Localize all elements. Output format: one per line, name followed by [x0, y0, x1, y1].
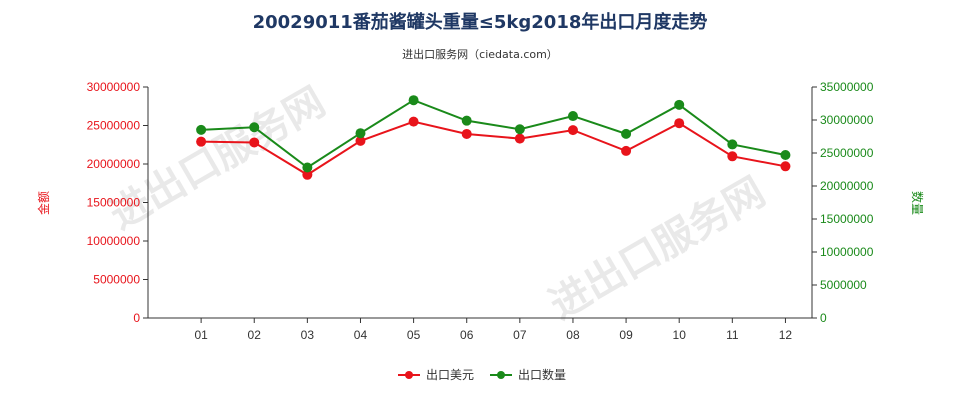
series-2-point	[249, 122, 260, 133]
series-2-point	[727, 139, 738, 150]
series-2-point	[355, 128, 366, 139]
right-tick-label: 20000000	[820, 179, 874, 193]
series-1-point	[408, 116, 419, 127]
left-tick-label: 25000000	[87, 119, 141, 133]
legend-swatch-marker	[405, 371, 413, 379]
series-1-point	[567, 125, 578, 136]
x-tick-label: 03	[301, 328, 315, 342]
series-2-point	[780, 149, 791, 160]
right-tick-label: 5000000	[820, 278, 867, 292]
series-layer	[196, 95, 791, 180]
legend-swatch-marker	[497, 371, 505, 379]
right-tick-label: 10000000	[820, 245, 874, 259]
series-2-point	[196, 124, 207, 135]
x-tick-label: 11	[726, 328, 739, 342]
legend-label: 出口数量	[518, 367, 566, 382]
legend: 出口美元 出口数量	[398, 367, 566, 382]
axes-layer: 0 5000000 10000000 15000000 20000000 25000000…	[36, 80, 925, 342]
watermark-text: 进出口服务网	[542, 169, 773, 329]
series-1-point	[514, 133, 525, 144]
series-2-point	[621, 128, 632, 139]
x-tick-label: 12	[779, 328, 793, 342]
left-tick-label: 10000000	[87, 234, 141, 248]
right-axis-title: 数量	[910, 191, 925, 215]
series-1-point	[302, 169, 313, 180]
left-tick-label: 0	[133, 311, 140, 325]
series-line-2	[201, 99, 786, 169]
right-tick-label: 0	[820, 311, 827, 325]
left-tick-label: 15000000	[87, 196, 141, 210]
x-tick-label: 07	[513, 328, 527, 342]
series-2-point	[461, 115, 472, 126]
series-line-1	[201, 120, 786, 176]
left-axis-title: 金额	[36, 191, 51, 215]
x-tick-label: 10	[673, 328, 687, 342]
watermark-layer: 进出口服务网 进出口服务网	[102, 79, 773, 329]
right-tick-label: 30000000	[820, 113, 874, 127]
series-2-point	[302, 162, 313, 173]
series-1-point	[727, 151, 738, 162]
series-1-point	[621, 145, 632, 156]
series-1-point	[249, 137, 260, 148]
right-tick-label: 25000000	[820, 146, 874, 160]
x-tick-label: 04	[354, 328, 368, 342]
right-tick-label: 15000000	[820, 212, 874, 226]
chart-subtitle: 进出口服务网（ciedata.com）	[402, 47, 558, 61]
x-tick-label: 06	[460, 328, 474, 342]
series-2-point	[567, 111, 578, 122]
series-1-point	[355, 135, 366, 146]
series-1-point	[780, 161, 791, 172]
series-2-point	[514, 124, 525, 135]
x-tick-label: 01	[194, 328, 208, 342]
left-tick-label: 30000000	[87, 80, 141, 94]
left-tick-label: 5000000	[93, 273, 140, 287]
x-tick-label: 08	[566, 328, 580, 342]
x-tick-label: 09	[619, 328, 633, 342]
x-tick-label: 02	[248, 328, 262, 342]
series-1-point	[196, 136, 207, 147]
series-2-point	[674, 99, 685, 110]
legend-label: 出口美元	[426, 368, 474, 382]
right-tick-label: 35000000	[820, 80, 874, 94]
chart-title: 20029011番茄酱罐头重量≤5kg2018年出口月度走势	[253, 11, 708, 33]
x-tick-label: 05	[407, 328, 421, 342]
series-2-point	[408, 95, 419, 106]
series-1-point	[461, 128, 472, 139]
series-1-point	[674, 118, 685, 129]
left-tick-label: 20000000	[87, 157, 141, 171]
